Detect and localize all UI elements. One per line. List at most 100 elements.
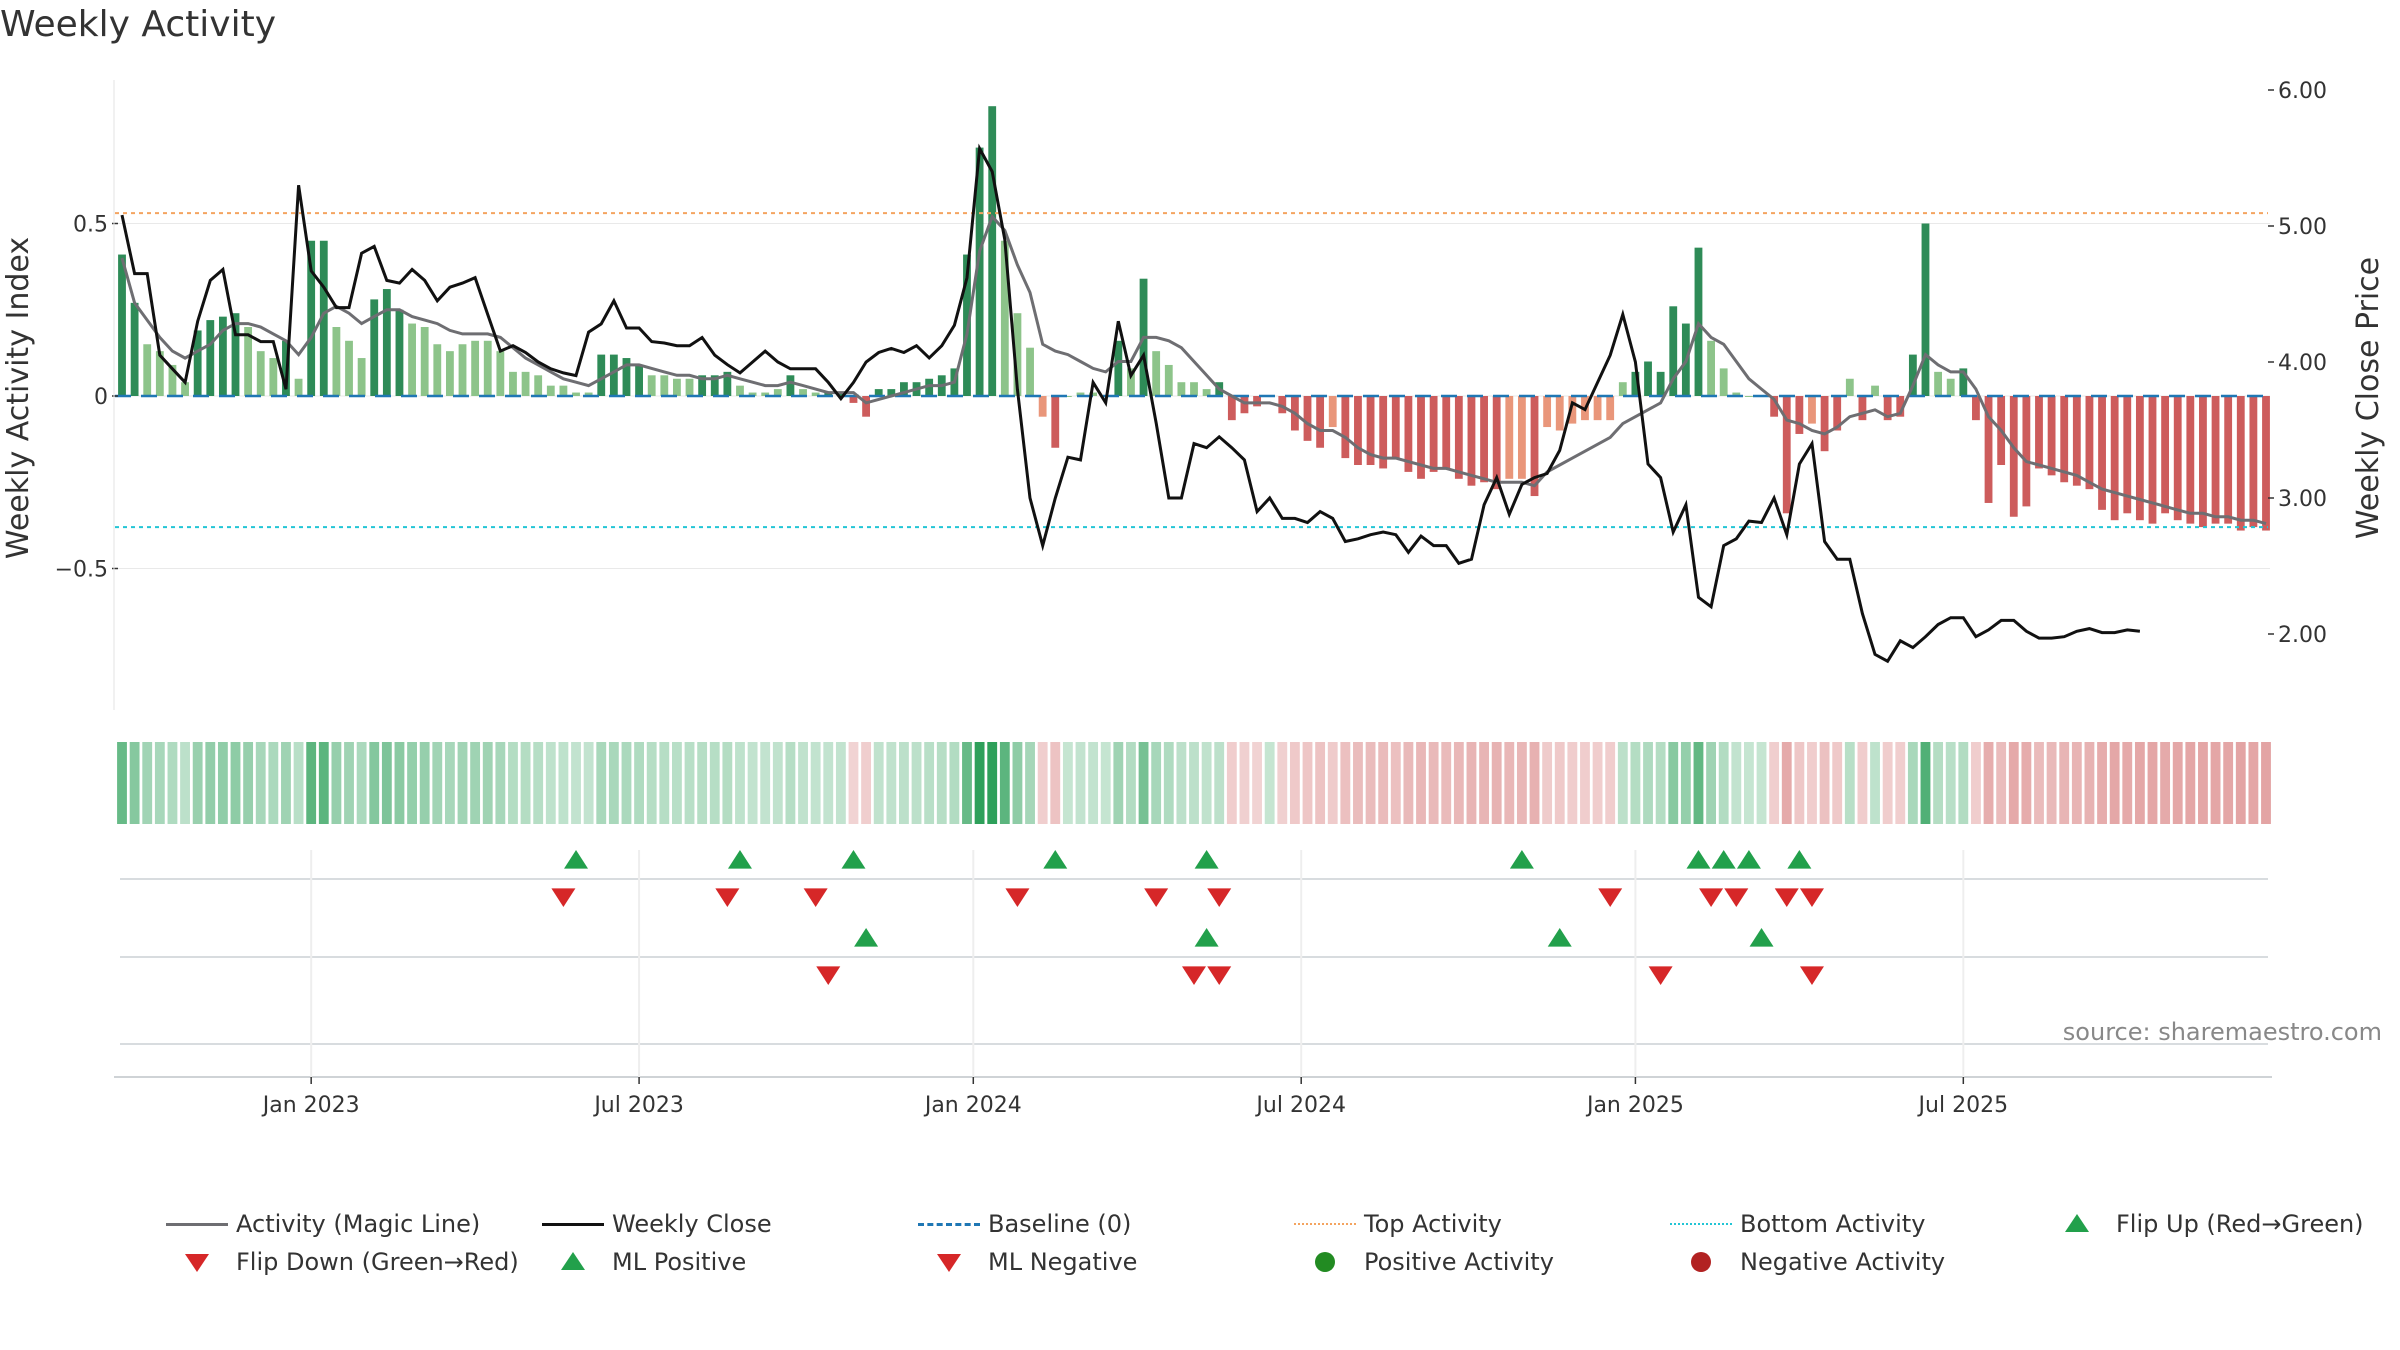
activity-bar [988, 106, 997, 396]
heat-cell [167, 742, 178, 824]
heat-cell [760, 742, 771, 824]
heat-cell [1554, 742, 1565, 824]
heat-cell [2198, 742, 2208, 824]
heat-cell [1819, 742, 1830, 824]
activity-bar [1593, 396, 1602, 421]
flip-up-marker [1736, 850, 1761, 869]
heat-cell [1693, 742, 1704, 824]
activity-bar [2186, 396, 2195, 524]
activity-bar [836, 392, 845, 396]
activity-bar [1908, 354, 1917, 396]
activity-bar [509, 371, 517, 396]
activity-bar [1341, 396, 1350, 459]
ml-positive-marker [1194, 928, 1219, 947]
heat-cell [1983, 742, 1994, 824]
heat-cell [1769, 742, 1780, 824]
flip-down-marker [1774, 888, 1799, 907]
activity-bar [710, 375, 719, 396]
activity-bar [2211, 396, 2220, 524]
activity-bar [2249, 396, 2258, 528]
activity-bar [1505, 396, 1514, 479]
activity-bar [118, 254, 126, 396]
activity-bar [256, 351, 265, 396]
heat-cell [470, 742, 481, 824]
heat-cell [1756, 742, 1767, 824]
activity-bar [1644, 361, 1652, 396]
heat-cell [268, 742, 279, 824]
heat-cell [2185, 742, 2196, 824]
activity-bar [294, 378, 303, 396]
heat-cell [293, 742, 304, 824]
heat-cell [2160, 742, 2171, 824]
heat-cell [1680, 742, 1691, 824]
y-tick-label: 0.5 [73, 213, 108, 238]
x-tick-label: Jul 2024 [1254, 1093, 1346, 1118]
activity-bar [761, 392, 770, 396]
signal-panels [114, 850, 2272, 1078]
activity-bar [1631, 371, 1640, 396]
heat-cell [999, 742, 1010, 824]
heat-cell [1340, 742, 1351, 824]
activity-bar [181, 382, 189, 396]
heat-cell [899, 742, 909, 824]
heat-cell [1327, 742, 1338, 824]
heat-cell [835, 742, 846, 824]
heat-cell [1088, 742, 1099, 824]
activity-bar [975, 147, 984, 396]
activity-bar [155, 351, 164, 396]
flip-down-marker [1799, 888, 1824, 907]
heat-cell [1870, 742, 1880, 824]
activity-bar [1530, 396, 1539, 497]
heat-cell [2071, 742, 2082, 824]
heat-cell [407, 742, 417, 824]
activity-bar [1972, 396, 1980, 421]
magic-line-series [120, 213, 2267, 526]
activity-bar [748, 392, 757, 396]
activity-bar [483, 340, 492, 396]
heat-cell [1453, 742, 1464, 824]
activity-bar [1429, 396, 1438, 472]
heat-cell [1945, 742, 1956, 824]
x-tick-label: Jul 2023 [592, 1093, 684, 1118]
heat-cell [255, 742, 266, 824]
activity-bar [2060, 396, 2069, 483]
activity-bar [1606, 396, 1615, 421]
activity-bar [1618, 382, 1627, 396]
activity-bar [2161, 396, 2170, 514]
heat-cell [772, 742, 783, 824]
activity-bar [206, 320, 215, 396]
heat-cell [1466, 742, 1477, 824]
activity-bar [685, 378, 694, 396]
activity-bar [218, 316, 227, 396]
heat-cell [2059, 742, 2070, 824]
heat-cell [1542, 742, 1553, 824]
activity-bar [622, 358, 631, 396]
x-tick-label: Jan 2023 [261, 1093, 360, 1118]
activity-bar [1026, 347, 1034, 396]
activity-bar [143, 344, 152, 396]
activity-bar [2098, 396, 2106, 510]
flip-down-marker [1144, 888, 1169, 907]
activity-bar [1871, 385, 1879, 396]
flip-up-marker [1194, 850, 1219, 869]
activity-bar [1568, 396, 1577, 424]
heat-cell [117, 742, 127, 824]
flip-up-marker [1686, 850, 1711, 869]
activity-bar [130, 302, 139, 396]
heat-cell [2261, 742, 2271, 824]
y2-tick-label: 6.00 [2278, 79, 2327, 104]
heat-cell [508, 742, 518, 824]
heat-cell [621, 742, 632, 824]
heat-cell [2235, 742, 2246, 824]
activity-bar [1417, 396, 1425, 479]
activity-bar [307, 240, 316, 396]
heat-cell [1832, 742, 1843, 824]
activity-bar [773, 389, 782, 396]
activity-bar [660, 375, 669, 396]
heat-cell [1781, 742, 1792, 824]
heat-cell [1201, 742, 1212, 824]
activity-bar [1278, 396, 1287, 414]
heat-cell [1996, 742, 2007, 824]
activity-bar [357, 358, 366, 396]
